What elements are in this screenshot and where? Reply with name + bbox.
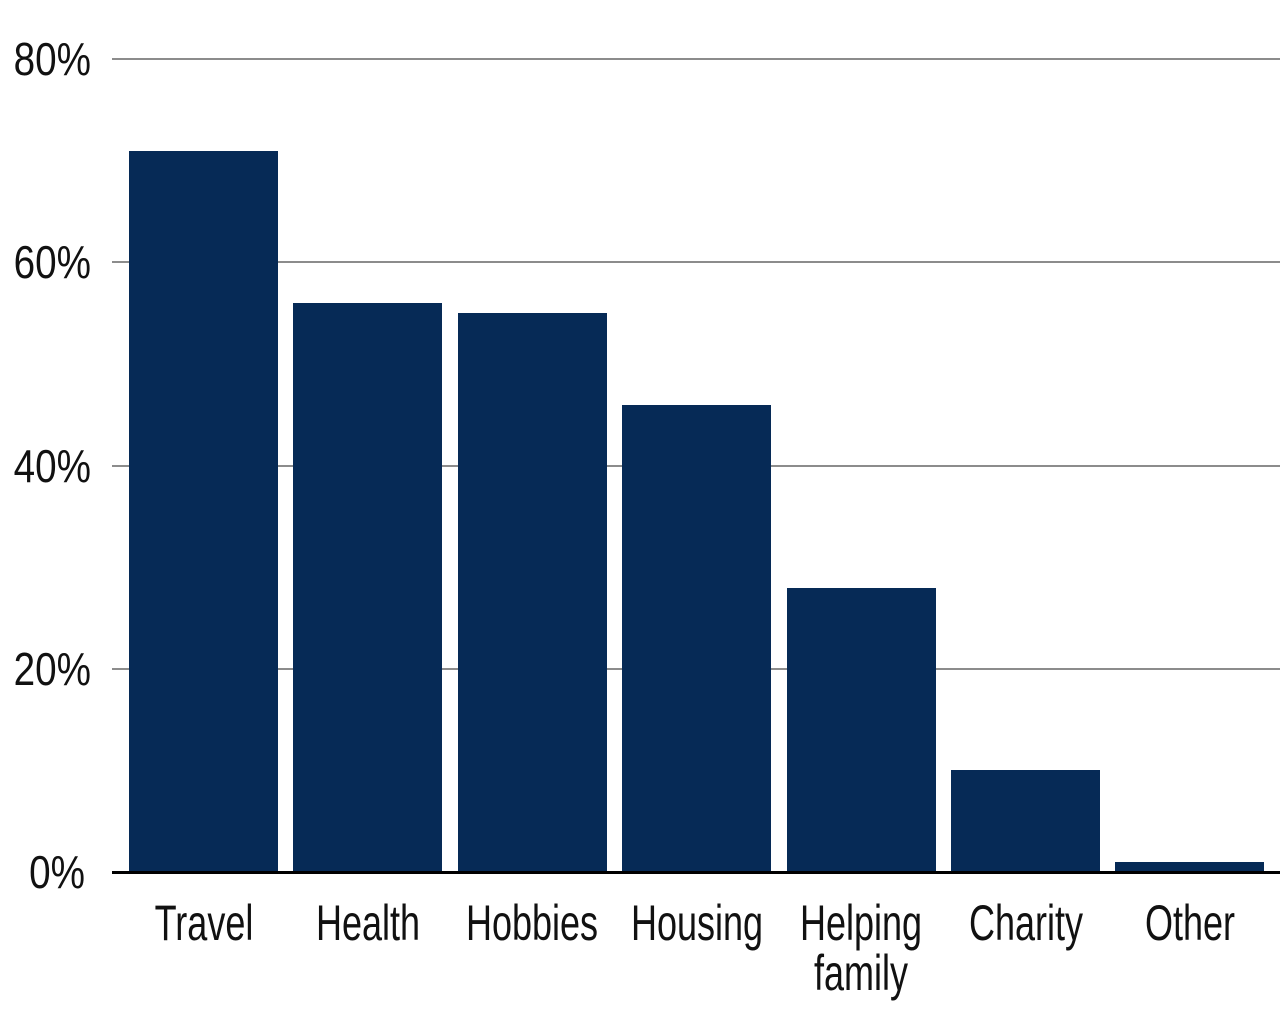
x-label-housing: Housing — [630, 895, 764, 951]
x-label-charity: Charity — [968, 895, 1084, 951]
y-tick-label-0: 0% — [29, 846, 85, 898]
bar-other — [1115, 862, 1264, 872]
bar-hobbies — [458, 313, 607, 872]
x-label-health: Health — [315, 895, 421, 951]
bar-housing — [622, 405, 771, 872]
bar-helping-family — [787, 588, 936, 872]
x-axis-line — [112, 871, 1280, 874]
y-tick-label-80: 80% — [13, 33, 91, 86]
y-tick-label-60: 60% — [13, 236, 91, 289]
x-label-helping-family: Helping family — [799, 895, 923, 1001]
gridline-80 — [112, 58, 1280, 61]
bar-travel — [129, 151, 278, 872]
bar-charity — [951, 770, 1100, 872]
y-tick-label-20: 20% — [13, 642, 91, 695]
x-label-other: Other — [1144, 895, 1236, 951]
gridline-60 — [112, 261, 1280, 264]
y-tick-label-40: 40% — [13, 439, 91, 492]
x-label-travel: Travel — [154, 895, 254, 951]
x-label-hobbies: Hobbies — [465, 895, 599, 951]
bar-health — [293, 303, 442, 872]
